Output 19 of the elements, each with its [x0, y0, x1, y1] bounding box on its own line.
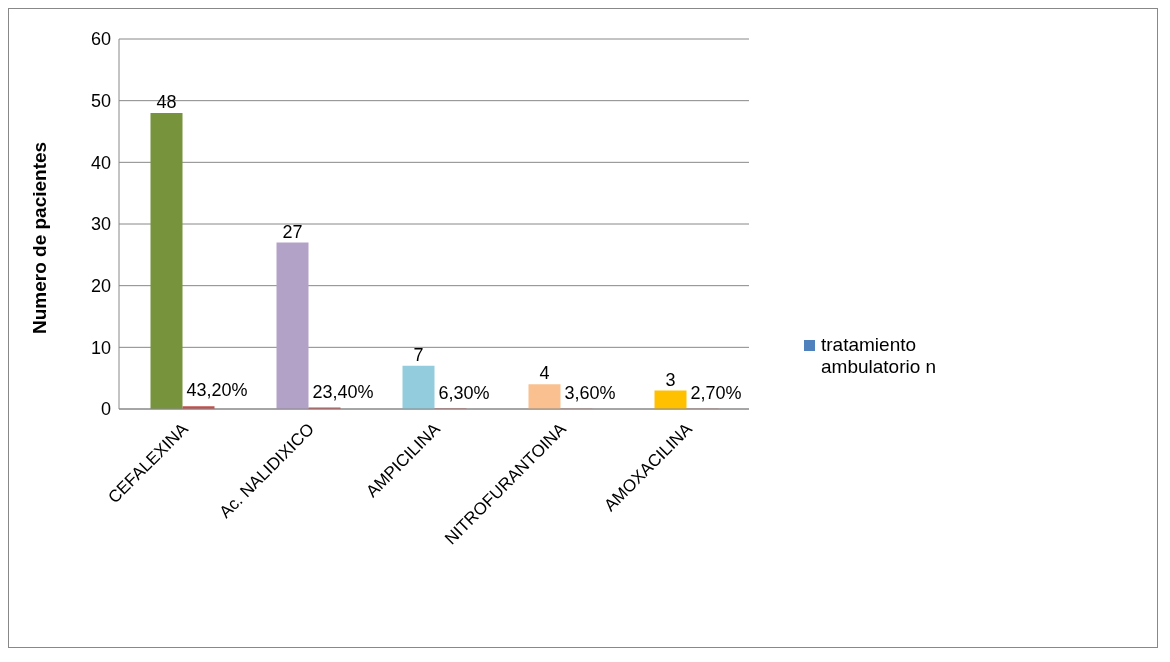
data-label: 6,30% — [438, 382, 490, 403]
text: tratamiento ambulatorio n — [821, 334, 938, 378]
y-tick-label: 60 — [90, 29, 111, 50]
data-label: 27 — [282, 221, 303, 242]
y-tick-label: 40 — [90, 152, 111, 173]
data-label: 2,70% — [690, 382, 742, 403]
y-tick-label: 10 — [90, 337, 111, 358]
y-tick-label: 20 — [90, 276, 111, 297]
y-tick-label: 0 — [100, 399, 111, 420]
data-label: 48 — [156, 92, 177, 112]
y-tick-label: 30 — [90, 214, 111, 235]
data-label: 3,60% — [564, 382, 616, 403]
data-label: 4 — [539, 363, 550, 384]
data-label: 23,40% — [312, 381, 374, 402]
y-tick-label: 50 — [90, 91, 111, 112]
data-label: 3 — [665, 369, 676, 390]
y-axis-title: Numero de pacientes — [28, 141, 50, 334]
data-label: 43,20% — [186, 380, 248, 401]
data-label: 7 — [413, 344, 424, 365]
